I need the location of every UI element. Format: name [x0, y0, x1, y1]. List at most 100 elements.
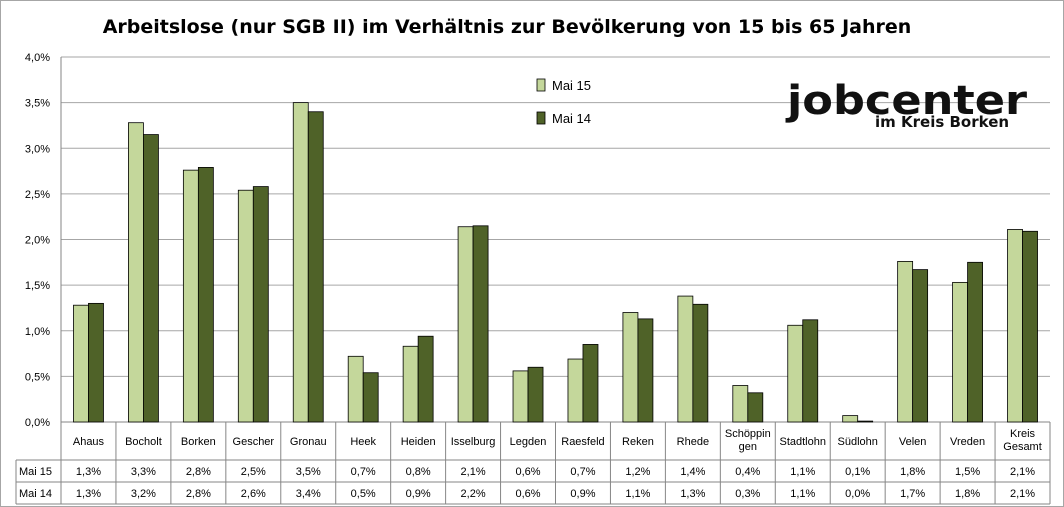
data-label: 0,7% [351, 466, 376, 478]
bar [692, 303, 709, 423]
bar [787, 324, 804, 423]
category-label: Isselburg [451, 436, 496, 448]
bar [237, 189, 254, 423]
data-label: 0,7% [570, 466, 595, 478]
bar [292, 102, 309, 423]
data-label: 3,3% [131, 466, 156, 478]
bar [128, 122, 144, 423]
bar [857, 420, 874, 423]
category-label: Heek [350, 436, 376, 448]
data-label: 1,3% [76, 466, 101, 478]
legend: Mai 15 Mai 14 [536, 78, 591, 126]
bars [73, 102, 1038, 423]
y-tick-label: 2,5% [25, 189, 50, 201]
data-label: 3,2% [131, 488, 156, 500]
series-row-label: Mai 14 [19, 488, 52, 500]
data-label: 2,1% [1010, 488, 1035, 500]
bar [582, 344, 599, 423]
bar [1022, 230, 1038, 423]
bar [567, 358, 584, 423]
data-label: 0,1% [845, 466, 870, 478]
bar [457, 226, 474, 423]
data-label: 1,5% [955, 466, 980, 478]
bar [747, 392, 764, 423]
category-label: Südlohn [838, 436, 878, 448]
category-label: Reken [622, 436, 654, 448]
bar [622, 312, 639, 423]
bar [912, 269, 929, 423]
data-label: 0,0% [845, 488, 870, 500]
data-label: 2,5% [241, 466, 266, 478]
data-label: 1,8% [955, 488, 980, 500]
logo-main-text: jobcenter [785, 78, 1028, 124]
data-label: 0,4% [735, 466, 760, 478]
data-label: 0,9% [406, 488, 431, 500]
data-label: 2,8% [186, 488, 211, 500]
jobcenter-logo: jobcenter im Kreis Borken [785, 78, 1028, 131]
bar [182, 169, 199, 423]
legend-label: Mai 14 [552, 111, 591, 126]
legend-swatch [536, 78, 546, 92]
data-label: 1,4% [680, 466, 705, 478]
bar [362, 372, 379, 423]
bar [842, 415, 859, 423]
category-label: Stadtlohn [780, 436, 826, 448]
bar [732, 385, 749, 423]
y-axis-ticks: 0,0% 0,5% 1,0% 1,5% 2,0% 2,5% 3,0% 3,5% 4,0% [25, 52, 50, 429]
bar [73, 304, 89, 423]
data-label: 3,4% [296, 488, 321, 500]
bar [1007, 229, 1023, 423]
data-label: 0,8% [406, 466, 431, 478]
bar [197, 167, 214, 423]
data-label: 0,3% [735, 488, 760, 500]
data-label: 1,7% [900, 488, 925, 500]
data-label: 0,9% [570, 488, 595, 500]
data-label: 1,1% [790, 466, 815, 478]
category-label: Velen [899, 436, 927, 448]
data-label: 2,1% [461, 466, 486, 478]
series-row-label: Mai 15 [19, 466, 52, 478]
data-label: 1,3% [76, 488, 101, 500]
y-tick-label: 0,0% [25, 417, 50, 429]
y-tick-label: 1,5% [25, 280, 50, 292]
category-label: Bocholt [125, 436, 162, 448]
category-label: Raesfeld [561, 436, 604, 448]
data-label: 3,5% [296, 466, 321, 478]
gridlines [60, 56, 1050, 423]
data-label: 1,8% [900, 466, 925, 478]
bar [417, 335, 434, 423]
category-label: Borken [181, 436, 216, 448]
category-label: Ahaus [73, 436, 105, 448]
data-label: 2,1% [1010, 466, 1035, 478]
data-label: 2,8% [186, 466, 211, 478]
bar [677, 295, 694, 423]
category-label: Kreis Gesamt [1003, 428, 1042, 453]
logo-sub-text: im Kreis Borken [875, 113, 1009, 131]
category-label: Gescher [233, 436, 275, 448]
category-label: Rhede [677, 436, 709, 448]
chart-title: Arbeitslose (nur SGB II) im Verhältnis z… [103, 16, 912, 38]
bar [88, 302, 104, 423]
data-label: 1,2% [625, 466, 650, 478]
bar [637, 318, 654, 423]
category-label: Schöppin gen [725, 428, 771, 453]
data-label: 0,6% [515, 466, 540, 478]
y-tick-label: 1,0% [25, 326, 50, 338]
bar [527, 366, 544, 423]
category-label: Gronau [290, 436, 327, 448]
y-tick-label: 3,5% [25, 98, 50, 110]
data-label: 1,1% [625, 488, 650, 500]
y-tick-label: 3,0% [25, 143, 50, 155]
category-label: Vreden [950, 436, 985, 448]
category-label: Heiden [401, 436, 436, 448]
bar [252, 186, 269, 423]
bar [347, 355, 364, 423]
data-label: 0,5% [351, 488, 376, 500]
data-label: 0,6% [515, 488, 540, 500]
bar [307, 111, 324, 423]
bar [402, 345, 419, 423]
data-label: 2,2% [461, 488, 486, 500]
category-label: Legden [510, 436, 547, 448]
bar [143, 134, 159, 423]
